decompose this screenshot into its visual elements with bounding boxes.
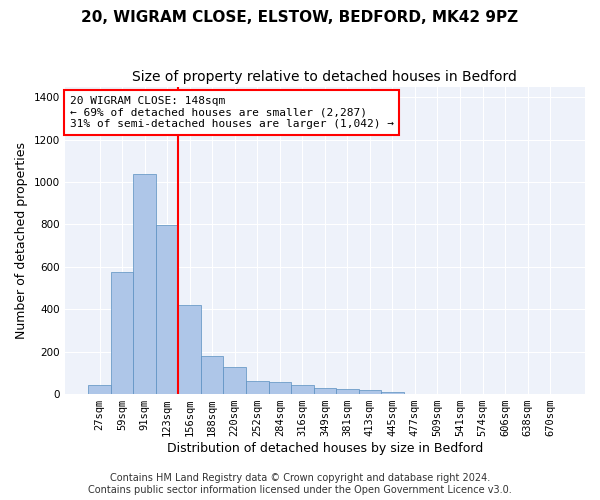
Text: Contains HM Land Registry data © Crown copyright and database right 2024.
Contai: Contains HM Land Registry data © Crown c… [88,474,512,495]
Bar [133,174,156,394]
Bar [156,226,178,394]
Bar [269,382,291,394]
Y-axis label: Number of detached properties: Number of detached properties [15,142,28,339]
Bar [291,384,314,394]
X-axis label: Distribution of detached houses by size in Bedford: Distribution of detached houses by size … [167,442,483,455]
Text: 20 WIGRAM CLOSE: 148sqm
← 69% of detached houses are smaller (2,287)
31% of semi: 20 WIGRAM CLOSE: 148sqm ← 69% of detache… [70,96,394,129]
Bar [88,384,111,394]
Bar [314,388,336,394]
Bar [223,367,246,394]
Bar [201,356,223,394]
Bar [359,390,381,394]
Text: 20, WIGRAM CLOSE, ELSTOW, BEDFORD, MK42 9PZ: 20, WIGRAM CLOSE, ELSTOW, BEDFORD, MK42 … [82,10,518,25]
Bar [111,272,133,394]
Bar [336,388,359,394]
Title: Size of property relative to detached houses in Bedford: Size of property relative to detached ho… [133,70,517,84]
Bar [178,305,201,394]
Bar [381,392,404,394]
Bar [246,382,269,394]
